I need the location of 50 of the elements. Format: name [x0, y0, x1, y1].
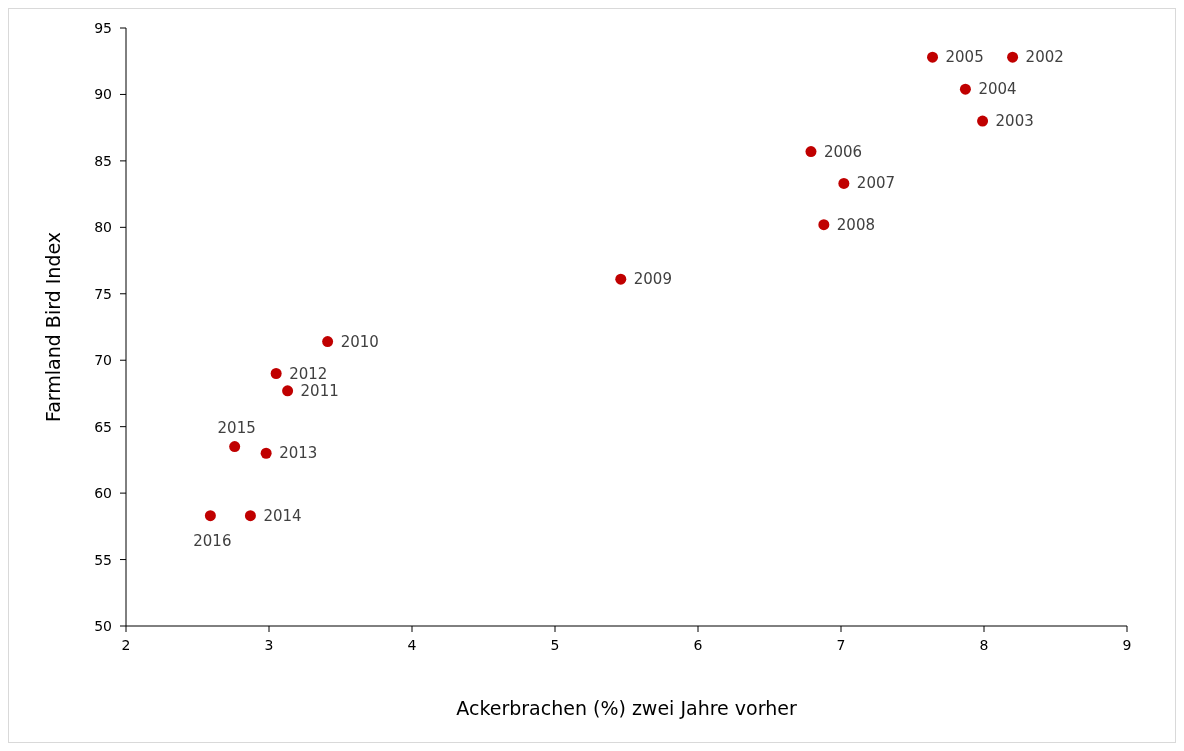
annotation: 2005: [945, 48, 984, 67]
y-tick-label: 60: [94, 485, 112, 502]
annotation: 2012: [289, 364, 328, 383]
annotation: 2015: [217, 418, 256, 437]
point: [1007, 51, 1019, 63]
annotation: 2007: [856, 174, 896, 193]
x-tick-label: 4: [407, 637, 417, 653]
annotation: 2002: [1025, 48, 1064, 67]
point: [927, 51, 939, 63]
annotation: 2013: [279, 444, 318, 463]
point: [204, 510, 216, 522]
y-tick-label: 50: [94, 618, 112, 634]
y-tick-label: 95: [94, 20, 112, 36]
y-tick-label: 75: [94, 285, 112, 302]
annotation: 2006: [823, 142, 863, 161]
x-tick-label: 9: [1122, 637, 1132, 653]
x-axis-title: Ackerbrachen (%) zwei Jahre vorher: [456, 697, 797, 719]
point: [260, 447, 272, 459]
annotation: 2011: [300, 381, 339, 400]
point: [818, 219, 830, 231]
point: [270, 368, 282, 380]
point: [615, 273, 627, 285]
annotation: 2004: [978, 80, 1017, 99]
point: [282, 385, 294, 397]
point: [244, 510, 256, 522]
annotation: 2003: [995, 112, 1034, 131]
x-tick-label: 3: [264, 637, 274, 653]
y-tick-label: 85: [94, 152, 112, 169]
point: [959, 83, 971, 95]
x-tick-label: 6: [693, 637, 703, 653]
x-tick-label: 7: [836, 637, 846, 653]
x-tick-label: 5: [550, 637, 560, 653]
point: [838, 177, 850, 189]
point: [322, 336, 334, 348]
y-tick-label: 80: [94, 219, 112, 236]
annotation: 2010: [340, 332, 379, 351]
annotation: 2008: [836, 215, 876, 234]
point: [805, 146, 817, 158]
point: [977, 115, 989, 127]
y-axis-title: Farmland Bird Index: [42, 231, 64, 423]
annotation: 2016: [193, 531, 232, 550]
point: [229, 441, 241, 453]
x-tick-label: 2: [121, 637, 131, 653]
x-tick-label: 8: [979, 637, 989, 653]
y-tick-label: 55: [94, 551, 112, 568]
y-tick-label: 70: [94, 352, 112, 369]
y-tick-label: 90: [94, 86, 112, 103]
annotation: 2014: [263, 506, 302, 525]
annotation: 2009: [633, 270, 672, 289]
y-tick-label: 65: [94, 418, 112, 435]
